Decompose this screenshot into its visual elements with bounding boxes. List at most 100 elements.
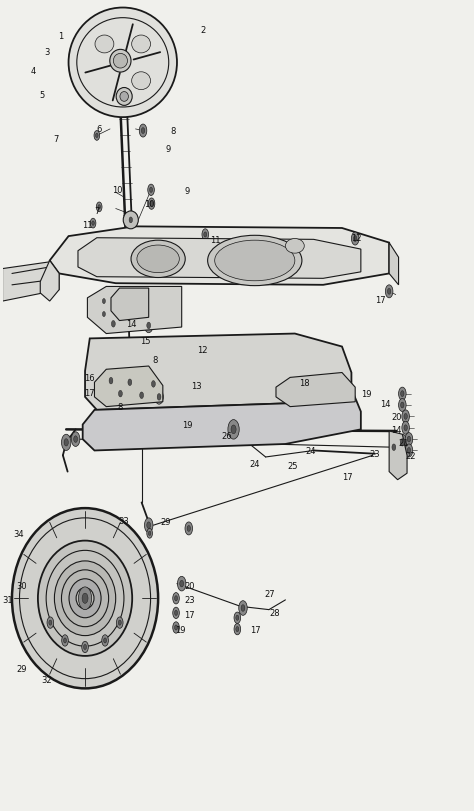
Ellipse shape bbox=[76, 588, 94, 609]
Ellipse shape bbox=[69, 579, 101, 618]
Circle shape bbox=[404, 425, 407, 431]
Circle shape bbox=[102, 635, 109, 646]
Circle shape bbox=[83, 645, 87, 650]
Text: 14: 14 bbox=[380, 399, 390, 409]
Circle shape bbox=[202, 230, 209, 241]
Circle shape bbox=[127, 214, 135, 227]
Ellipse shape bbox=[137, 246, 179, 273]
Text: 11: 11 bbox=[82, 221, 92, 230]
Ellipse shape bbox=[38, 541, 132, 656]
Circle shape bbox=[92, 221, 94, 226]
Circle shape bbox=[157, 394, 161, 401]
Circle shape bbox=[204, 233, 207, 238]
Circle shape bbox=[102, 312, 105, 317]
Text: 11: 11 bbox=[210, 235, 220, 245]
Ellipse shape bbox=[95, 36, 114, 54]
Circle shape bbox=[402, 422, 410, 435]
Ellipse shape bbox=[215, 241, 295, 281]
Circle shape bbox=[173, 593, 179, 604]
Circle shape bbox=[140, 393, 144, 399]
Circle shape bbox=[150, 202, 153, 207]
Text: 19: 19 bbox=[361, 389, 371, 399]
Text: 30: 30 bbox=[17, 581, 27, 590]
Circle shape bbox=[405, 433, 413, 446]
Circle shape bbox=[116, 387, 125, 401]
Circle shape bbox=[173, 607, 179, 619]
Text: 17: 17 bbox=[250, 624, 261, 634]
Polygon shape bbox=[389, 431, 407, 480]
Circle shape bbox=[64, 638, 66, 643]
Circle shape bbox=[185, 522, 192, 535]
Circle shape bbox=[47, 617, 54, 629]
Circle shape bbox=[150, 188, 153, 193]
Circle shape bbox=[100, 309, 107, 320]
Ellipse shape bbox=[132, 36, 151, 54]
Circle shape bbox=[126, 375, 134, 390]
Circle shape bbox=[187, 526, 191, 532]
Circle shape bbox=[236, 616, 239, 620]
Polygon shape bbox=[94, 367, 163, 407]
Circle shape bbox=[49, 620, 52, 625]
Text: 7: 7 bbox=[54, 135, 59, 144]
Polygon shape bbox=[276, 373, 355, 407]
Circle shape bbox=[104, 638, 107, 643]
Text: 25: 25 bbox=[288, 461, 298, 470]
Text: 4: 4 bbox=[30, 67, 36, 76]
Circle shape bbox=[147, 323, 151, 329]
Circle shape bbox=[109, 317, 118, 332]
Text: 32: 32 bbox=[41, 675, 52, 684]
Circle shape bbox=[401, 391, 404, 397]
Text: 10: 10 bbox=[144, 200, 155, 209]
Circle shape bbox=[129, 217, 132, 224]
Text: 12: 12 bbox=[351, 234, 362, 243]
Circle shape bbox=[148, 185, 155, 196]
Circle shape bbox=[128, 380, 132, 386]
Text: 29: 29 bbox=[161, 517, 171, 527]
Circle shape bbox=[147, 522, 151, 529]
Circle shape bbox=[241, 605, 245, 611]
Circle shape bbox=[96, 134, 98, 139]
Text: 9: 9 bbox=[165, 144, 171, 154]
Text: 18: 18 bbox=[300, 378, 310, 388]
Ellipse shape bbox=[110, 50, 131, 73]
Text: 26: 26 bbox=[222, 431, 232, 441]
Circle shape bbox=[62, 435, 71, 451]
Circle shape bbox=[149, 377, 158, 392]
Circle shape bbox=[145, 518, 153, 533]
Circle shape bbox=[82, 642, 88, 653]
Circle shape bbox=[399, 388, 406, 401]
Text: 28: 28 bbox=[269, 608, 280, 618]
Text: 23: 23 bbox=[184, 595, 195, 605]
Text: 12: 12 bbox=[197, 345, 208, 355]
Circle shape bbox=[174, 596, 178, 601]
Polygon shape bbox=[50, 227, 389, 285]
Circle shape bbox=[234, 624, 241, 635]
Text: 14: 14 bbox=[392, 425, 402, 435]
Ellipse shape bbox=[113, 54, 128, 69]
Text: 31: 31 bbox=[2, 595, 13, 605]
Circle shape bbox=[96, 203, 102, 212]
Circle shape bbox=[72, 432, 80, 447]
Text: 20: 20 bbox=[184, 581, 194, 590]
Ellipse shape bbox=[285, 239, 304, 254]
Circle shape bbox=[173, 622, 179, 633]
Circle shape bbox=[64, 440, 68, 446]
Circle shape bbox=[354, 236, 357, 242]
Text: 17: 17 bbox=[84, 388, 94, 397]
Circle shape bbox=[82, 594, 88, 603]
Polygon shape bbox=[111, 289, 149, 321]
Text: 27: 27 bbox=[264, 589, 275, 599]
Circle shape bbox=[102, 299, 105, 304]
Circle shape bbox=[401, 402, 404, 409]
Circle shape bbox=[100, 296, 107, 307]
Circle shape bbox=[405, 444, 413, 457]
Text: 29: 29 bbox=[17, 663, 27, 673]
Ellipse shape bbox=[116, 88, 132, 106]
Circle shape bbox=[174, 625, 178, 630]
Ellipse shape bbox=[131, 241, 185, 278]
Circle shape bbox=[137, 388, 146, 403]
Circle shape bbox=[399, 399, 406, 412]
Circle shape bbox=[236, 627, 239, 632]
Text: 10: 10 bbox=[112, 186, 123, 195]
Circle shape bbox=[79, 587, 91, 610]
